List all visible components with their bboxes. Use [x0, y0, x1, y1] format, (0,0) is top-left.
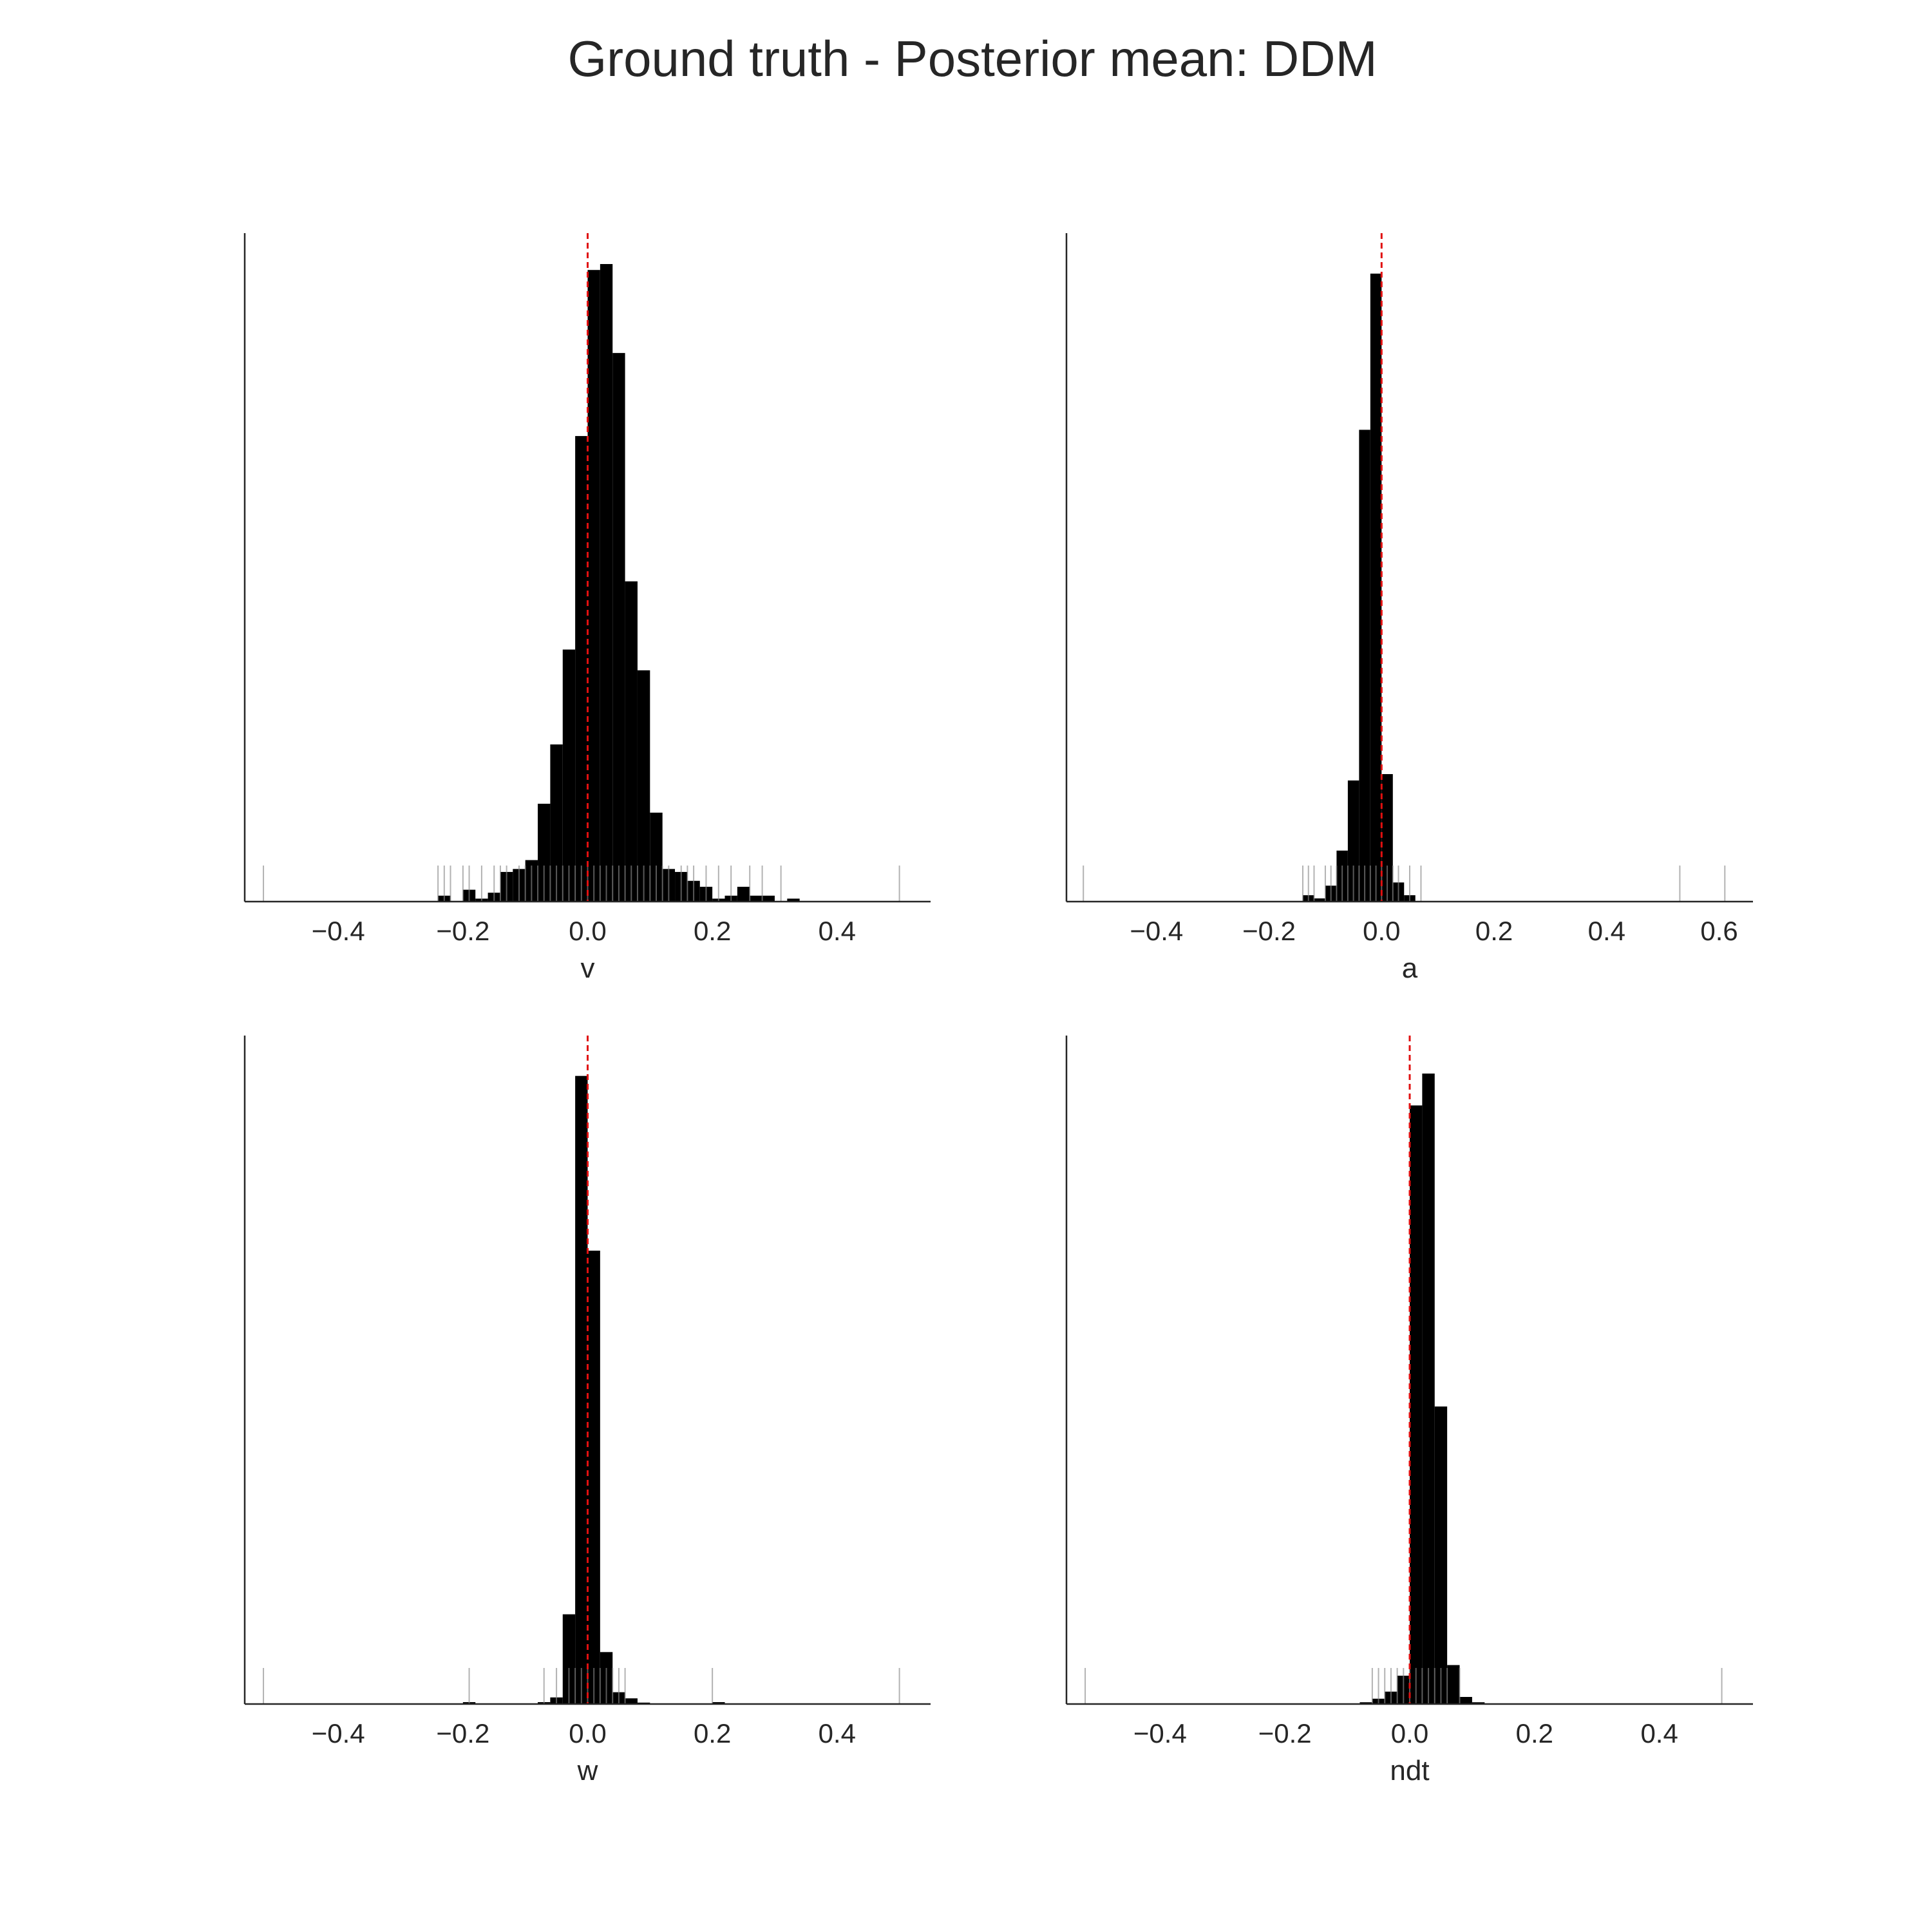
ndt-tick-label: −0.2 [1258, 1718, 1312, 1748]
a-hist-bar [1370, 273, 1382, 902]
a-tick-label: 0.6 [1700, 916, 1738, 946]
a-hist-bar [1314, 898, 1325, 902]
v-hist-bar [787, 898, 800, 902]
v-hist-bar [550, 744, 563, 902]
a-hist-bar [1359, 430, 1370, 902]
v-x-label: v [581, 952, 595, 984]
v-hist-bar [762, 895, 775, 902]
a-hist-bar [1381, 774, 1393, 902]
ndt-hist-bar [1472, 1702, 1485, 1704]
panel-w: −0.4 −0.2 0.0 0.2 0.4 w [243, 1036, 931, 1786]
a-x-label: a [1402, 952, 1418, 984]
ndt-x-label: ndt [1390, 1755, 1429, 1786]
ndt-hist-bar [1447, 1665, 1460, 1704]
figure-title: Ground truth - Posterior mean: DDM [567, 30, 1377, 87]
v-hist-bar [587, 270, 600, 902]
w-tick-label: −0.2 [436, 1718, 489, 1748]
w-hist-bar [587, 1251, 600, 1704]
ndt-tick-label: 0.0 [1391, 1718, 1428, 1748]
panel-v: −0.4 −0.2 0.0 0.2 0.4 v [243, 233, 931, 984]
v-tick-label: −0.2 [436, 916, 489, 946]
v-hist-bar [538, 804, 551, 902]
v-hist-bar [625, 581, 638, 902]
ndt-hist-bar [1410, 1105, 1423, 1704]
v-hist-bar [600, 264, 613, 902]
w-hist-bar [712, 1702, 725, 1704]
ndt-tick-label: 0.4 [1640, 1718, 1678, 1748]
a-tick-label: 0.0 [1363, 916, 1400, 946]
a-hist-bar [1347, 780, 1359, 902]
v-hist-bar [637, 670, 650, 902]
panel-ndt: −0.4 −0.2 0.0 0.2 0.4 ndt [1065, 1036, 1753, 1786]
ndt-tick-label: 0.2 [1516, 1718, 1553, 1748]
v-tick-label: −0.4 [312, 916, 365, 946]
a-tick-label: 0.2 [1475, 916, 1513, 946]
panel-a: −0.4 −0.2 0.0 0.2 0.4 0.6 a [1065, 233, 1753, 984]
w-tick-label: 0.4 [819, 1718, 856, 1748]
w-x-label: w [577, 1755, 598, 1786]
v-hist-bar [612, 353, 625, 902]
a-tick-label: −0.4 [1130, 916, 1183, 946]
v-tick-label: 0.2 [694, 916, 731, 946]
v-hist-bar [750, 895, 762, 902]
w-hist-bar [625, 1698, 638, 1704]
v-tick-label: 0.0 [569, 916, 606, 946]
v-hist-bar [650, 812, 663, 902]
w-tick-label: 0.2 [694, 1718, 731, 1748]
v-hist-bar [562, 649, 576, 902]
ndt-hist-bar [1459, 1697, 1472, 1704]
w-hist-bar [562, 1614, 576, 1704]
ndt-tick-label: −0.4 [1133, 1718, 1187, 1748]
w-tick-label: −0.4 [312, 1718, 365, 1748]
ndt-hist-bar [1434, 1406, 1448, 1704]
a-tick-label: 0.4 [1588, 916, 1625, 946]
a-tick-label: −0.2 [1242, 916, 1296, 946]
v-tick-label: 0.4 [819, 916, 856, 946]
v-hist-bar [737, 886, 750, 902]
ndt-hist-bar [1422, 1074, 1435, 1704]
v-hist-bar [575, 436, 588, 902]
w-tick-label: 0.0 [569, 1718, 606, 1748]
w-hist-bar [575, 1075, 588, 1704]
ndt-hist-bar [1359, 1702, 1372, 1704]
